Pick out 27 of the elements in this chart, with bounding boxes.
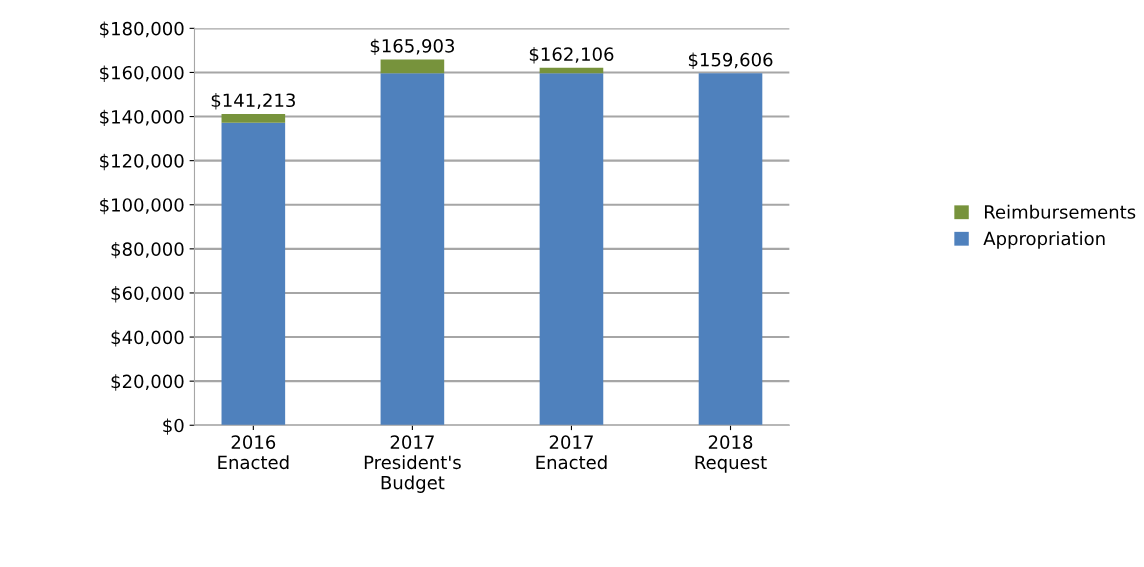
total-label: $159,606 <box>688 52 773 69</box>
bar <box>221 113 286 123</box>
y-tick-label: $0 <box>163 418 184 435</box>
legend-label: Appropriation <box>983 231 1105 249</box>
y-tick-label: $20,000 <box>111 374 184 391</box>
total-label: $141,213 <box>211 93 295 110</box>
bar <box>698 73 763 426</box>
y-tick-label: $80,000 <box>111 241 184 259</box>
x-tick-label: 2018 Request <box>695 435 767 473</box>
bar <box>380 73 445 426</box>
bar <box>539 73 604 426</box>
y-tick-label: $60,000 <box>111 286 184 303</box>
total-label: $162,106 <box>529 47 614 64</box>
y-tick-label: $140,000 <box>100 109 184 127</box>
legend-label: Reimbursements <box>984 204 1136 219</box>
y-tick-label: $40,000 <box>111 330 184 347</box>
bar <box>380 59 445 74</box>
bar <box>221 122 286 426</box>
total-label: $165,903 <box>370 38 455 56</box>
bar <box>539 67 604 74</box>
y-tick-label: $180,000 <box>100 21 184 38</box>
y-tick-label: $100,000 <box>100 197 184 215</box>
y-tick-label: $160,000 <box>100 65 184 82</box>
x-tick-label: 2016 Enacted <box>218 435 289 470</box>
y-tick-label: $120,000 <box>100 153 184 171</box>
x-tick-label: 2017 Enacted <box>536 435 607 470</box>
x-tick-label: 2017 President's Budget <box>364 435 461 493</box>
